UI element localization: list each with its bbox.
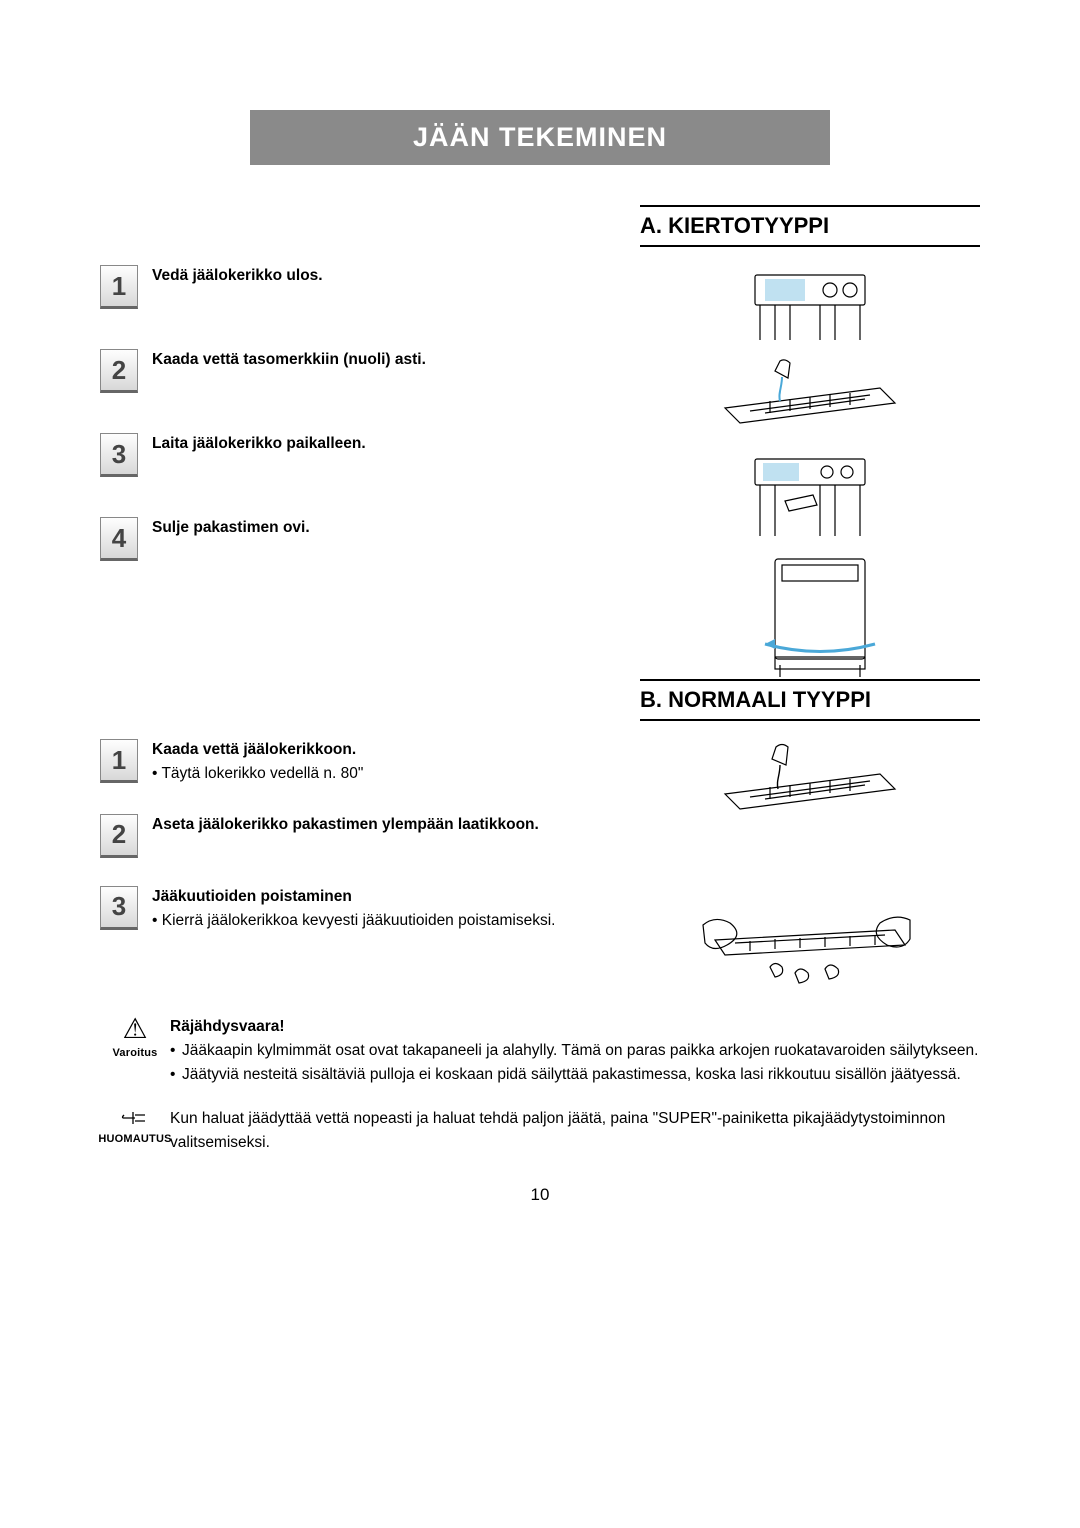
- section-a-steps-col: [100, 205, 610, 265]
- step-title: Aseta jäälokerikko pakastimen ylempään l…: [152, 814, 610, 836]
- warning-icon-col: ⚠ Varoitus: [100, 1015, 170, 1087]
- step-title: Laita jäälokerikko paikalleen.: [152, 435, 366, 452]
- step-number: 1: [100, 739, 138, 783]
- step-b1: 1 Kaada vettä jäälokerikkoon. • Täytä lo…: [100, 739, 610, 786]
- step-title: Kaada vettä jäälokerikkoon.: [152, 739, 610, 761]
- section-b-illustrations: [640, 739, 980, 1005]
- step-number: 2: [100, 349, 138, 393]
- step-title: Jääkuutioiden poistaminen: [152, 886, 610, 908]
- step-a3: 3 Laita jäälokerikko paikalleen.: [100, 433, 610, 477]
- twist-tray-icon: [695, 895, 925, 1005]
- close-door-icon: [730, 549, 890, 679]
- section-a-heading: A. KIERTOTYYPPI: [640, 205, 980, 247]
- insert-tray-icon: [735, 451, 885, 541]
- section-a-steps: 1 Vedä jäälokerikko ulos. 2 Kaada vettä …: [100, 265, 610, 679]
- step-b3: 3 Jääkuutioiden poistaminen • Kierrä jää…: [100, 886, 610, 933]
- section-b: B. NORMAALI TYYPPI 1 Kaada vettä jääloke…: [100, 679, 980, 1005]
- warning-title: Räjähdysvaara!: [170, 1015, 980, 1039]
- note-body: Kun haluat jäädyttää vettä nopeasti ja h…: [170, 1107, 980, 1155]
- section-a-illustrations: [640, 265, 980, 679]
- warning-triangle-icon: ⚠: [122, 1015, 147, 1043]
- step-title: Kaada vettä tasomerkkiin (nuoli) asti.: [152, 351, 426, 368]
- pour-water-tray-b-icon: [710, 739, 910, 829]
- note-label: HUOMAUTUS: [98, 1131, 171, 1148]
- warning-bullet: • Jäätyviä nesteitä sisältäviä pulloja e…: [170, 1063, 980, 1087]
- step-a2: 2 Kaada vettä tasomerkkiin (nuoli) asti.: [100, 349, 610, 393]
- note-icon-col: HUOMAUTUS: [100, 1107, 170, 1155]
- warning-bullet-text: Jäätyviä nesteitä sisältäviä pulloja ei …: [182, 1063, 961, 1087]
- section-b-heading: B. NORMAALI TYYPPI: [640, 679, 980, 721]
- page-number: 10: [100, 1185, 980, 1205]
- note-block: HUOMAUTUS Kun haluat jäädyttää vettä nop…: [100, 1107, 980, 1155]
- step-title: Vedä jäälokerikko ulos.: [152, 267, 323, 284]
- step-subtext: • Kierrä jäälokerikkoa kevyesti jääkuuti…: [152, 910, 610, 932]
- warning-block: ⚠ Varoitus Räjähdysvaara! • Jääkaapin ky…: [100, 1015, 980, 1087]
- section-a: A. KIERTOTYYPPI 1 Vedä jäälokerikko ulos…: [100, 205, 980, 679]
- step-title: Sulje pakastimen ovi.: [152, 519, 310, 536]
- manual-page: JÄÄN TEKEMINEN A. KIERTOTYYPPI 1 Vedä jä…: [0, 0, 1080, 1265]
- page-title-bar: JÄÄN TEKEMINEN: [250, 110, 830, 165]
- step-a1: 1 Vedä jäälokerikko ulos.: [100, 265, 610, 309]
- step-b2: 2 Aseta jäälokerikko pakastimen ylempään…: [100, 814, 610, 858]
- step-subtext: • Täytä lokerikko vedellä n. 80": [152, 763, 610, 785]
- warning-label: Varoitus: [112, 1045, 157, 1062]
- step-number: 4: [100, 517, 138, 561]
- warning-body: Räjähdysvaara! • Jääkaapin kylmimmät osa…: [170, 1015, 980, 1087]
- step-number: 1: [100, 265, 138, 309]
- warning-bullet: • Jääkaapin kylmimmät osat ovat takapane…: [170, 1039, 980, 1063]
- note-hand-icon: [121, 1107, 149, 1129]
- ice-dispenser-top-icon: [735, 265, 885, 345]
- step-number: 3: [100, 433, 138, 477]
- pour-water-tray-icon: [710, 353, 910, 443]
- step-number: 2: [100, 814, 138, 858]
- section-b-steps: 1 Kaada vettä jäälokerikkoon. • Täytä lo…: [100, 739, 610, 1005]
- warning-bullet-text: Jääkaapin kylmimmät osat ovat takapaneel…: [182, 1039, 978, 1063]
- step-number: 3: [100, 886, 138, 930]
- step-a4: 4 Sulje pakastimen ovi.: [100, 517, 610, 561]
